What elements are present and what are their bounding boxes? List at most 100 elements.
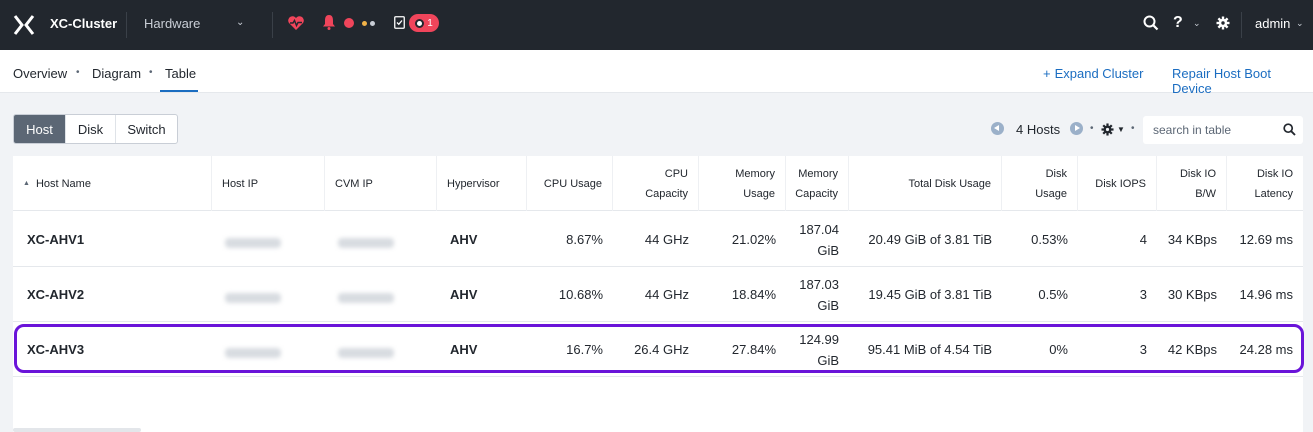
cluster-name[interactable]: XC-Cluster [50,16,118,31]
table-row[interactable]: XC-AHV2 AHV 10.68% 44 GHz 18.84% 187.03 … [13,267,1303,322]
column-header-host-name[interactable]: ▲ Host Name [13,156,212,211]
toolbar-separator: • [1131,123,1135,134]
plus-icon: + [1043,66,1051,81]
cpu-capacity-cell: 44 GHz [644,287,689,302]
cpu-usage-cell: 10.68% [558,287,603,302]
table-search [1143,116,1303,144]
column-header-disk-io-latency[interactable]: Disk IO Latency [1254,167,1293,200]
total-disk-usage-cell: 19.45 GiB of 3.81 TiB [868,287,992,302]
next-page-icon[interactable] [1070,122,1083,135]
disk-io-bw-cell: 30 KBps [1167,287,1217,302]
memory-usage-cell: 18.84% [731,287,776,302]
chevron-down-icon[interactable]: ⌄ [1296,18,1304,28]
disk-io-bw-cell: 42 KBps [1167,342,1217,357]
table-settings-gear-icon[interactable] [1101,123,1114,136]
previous-page-icon[interactable] [991,122,1004,135]
column-header-cpu-capacity[interactable]: CPU Capacity [613,156,699,211]
column-header-host-ip[interactable]: Host IP [212,156,325,211]
top-navigation-bar: XC-Cluster Hardware ⌄ 1 ? ⌄ admin ⌄ [0,0,1313,50]
search-icon[interactable] [1143,15,1159,31]
disk-iops-cell: 3 [1139,342,1147,357]
sort-ascending-icon: ▲ [23,179,30,187]
running-task-icon [415,18,425,28]
horizontal-scrollbar[interactable] [13,428,141,432]
host-name-link[interactable]: XC-AHV1 [27,232,85,247]
column-header-disk-io-bw[interactable]: Disk IO B/W [1157,156,1227,211]
host-toggle-button[interactable]: Host [14,115,66,143]
expand-cluster-link[interactable]: + Expand Cluster [1043,66,1143,81]
user-menu[interactable]: admin [1255,16,1291,31]
host-count: 4 Hosts [1016,122,1061,137]
memory-usage-cell: 27.84% [731,342,776,357]
info-alert-dot[interactable] [370,21,375,26]
table-row[interactable]: XC-AHV3 AHV 16.7% 26.4 GHz 27.84% 124.99… [13,322,1303,377]
tab-separator: • [76,67,80,78]
host-ip-redacted [215,322,328,377]
total-disk-usage-cell: 20.49 GiB of 3.81 TiB [868,232,992,247]
table-header: ▲ Host Name Host IP CVM IP Hypervisor CP… [13,156,1303,211]
cvm-ip-redacted [328,322,440,377]
disk-iops-cell: 4 [1139,232,1147,247]
memory-capacity-cell: 187.04 GiB [799,221,839,258]
warning-alert-dot[interactable] [362,21,367,26]
cpu-usage-cell: 8.67% [566,232,603,247]
hypervisor-cell: AHV [450,287,478,302]
toolbar-separator: • [1090,123,1094,134]
column-header-hypervisor[interactable]: Hypervisor [437,156,527,211]
host-ip-redacted [215,212,328,267]
tasks-clipboard-icon[interactable] [394,15,405,29]
disk-toggle-button[interactable]: Disk [66,115,116,143]
health-heart-icon[interactable] [287,14,305,32]
nutanix-logo-icon[interactable] [12,13,36,37]
critical-alert-dot[interactable] [344,18,354,28]
column-header-cpu-usage[interactable]: CPU Usage [527,156,613,211]
section-dropdown[interactable]: Hardware [144,16,201,31]
disk-io-latency-cell: 24.28 ms [1239,342,1293,357]
task-count: 1 [427,17,433,29]
chevron-down-icon[interactable]: ▼ [1117,125,1125,134]
host-name-link[interactable]: XC-AHV2 [27,287,85,302]
column-header-disk-iops[interactable]: Disk IOPS [1078,156,1157,211]
settings-gear-icon[interactable] [1216,16,1230,30]
help-icon[interactable]: ? [1173,14,1183,31]
column-header-total-disk-usage[interactable]: Total Disk Usage [849,156,1002,211]
column-header-memory-capacity[interactable]: Memory Capacity [786,156,849,211]
tab-separator: • [149,67,153,78]
cvm-ip-redacted [328,267,440,322]
disk-io-latency-cell: 12.69 ms [1239,232,1293,247]
disk-iops-cell: 3 [1139,287,1147,302]
cvm-ip-redacted [328,212,440,267]
host-ip-redacted [215,267,328,322]
disk-io-latency-cell: 14.96 ms [1239,287,1293,302]
cpu-usage-cell: 16.7% [566,342,603,357]
hypervisor-cell: AHV [450,232,478,247]
tab-diagram[interactable]: Diagram [92,66,142,81]
search-icon[interactable] [1283,123,1296,136]
alerts-bell-icon[interactable] [322,14,336,30]
total-disk-usage-cell: 95.41 MiB of 4.54 TiB [867,342,992,357]
column-header-memory-usage[interactable]: Memory Usage [699,156,786,211]
disk-usage-cell: 0% [1049,342,1068,357]
disk-io-bw-cell: 34 KBps [1167,232,1217,247]
tab-table[interactable]: Table [165,66,197,81]
column-header-cvm-ip[interactable]: CVM IP [325,156,437,211]
divider [1241,12,1242,38]
memory-capacity-cell: 124.99 GiB [799,331,839,368]
table-search-input[interactable] [1153,122,1281,138]
column-header-disk-usage[interactable]: Disk Usage [1002,156,1078,211]
table-row[interactable]: XC-AHV1 AHV 8.67% 44 GHz 21.02% 187.04 G… [13,212,1303,267]
disk-usage-cell: 0.5% [1038,287,1068,302]
tasks-badge[interactable]: 1 [409,14,439,32]
chevron-down-icon[interactable]: ⌄ [236,17,245,28]
host-name-link[interactable]: XC-AHV3 [27,342,85,357]
cpu-capacity-cell: 44 GHz [644,232,689,247]
column-label: Host Name [35,177,91,190]
active-tab-indicator [160,90,198,92]
switch-toggle-button[interactable]: Switch [127,121,166,137]
tab-overview[interactable]: Overview [13,66,68,81]
cpu-capacity-cell: 26.4 GHz [634,342,689,357]
repair-host-boot-device-link[interactable]: Repair Host Boot Device [1172,66,1271,96]
chevron-down-icon[interactable]: ⌄ [1193,18,1201,28]
disk-usage-cell: 0.53% [1031,232,1068,247]
divider [272,12,273,38]
